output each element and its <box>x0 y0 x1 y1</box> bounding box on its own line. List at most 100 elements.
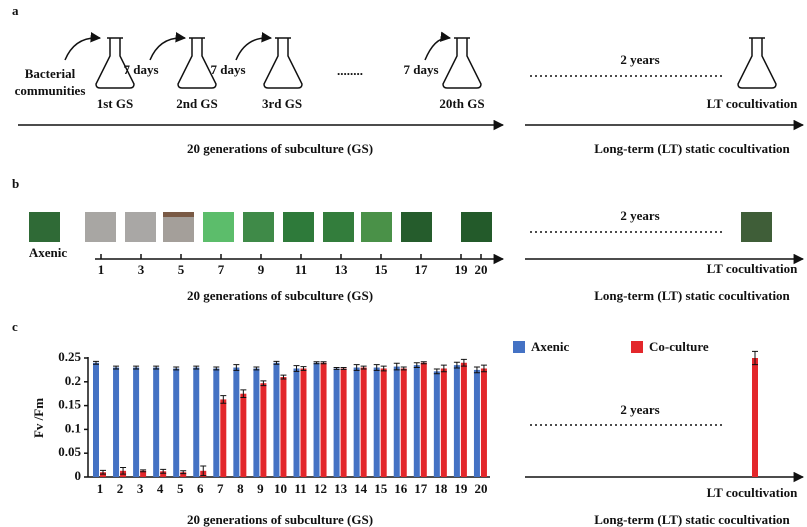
x-tick-label: 19 <box>454 481 468 496</box>
tick-label: 7 <box>218 262 225 277</box>
axis-label: Long-term (LT) static cocultivation <box>594 141 790 156</box>
x-tick-label: 7 <box>217 481 224 496</box>
y-tick-label: 0.15 <box>58 397 81 412</box>
interval-label: 7 days <box>123 62 158 77</box>
bar <box>413 365 420 477</box>
x-tick-label: 9 <box>257 481 264 496</box>
bar <box>313 362 320 477</box>
lt-label: LT cocultivation <box>707 485 798 500</box>
error-bar <box>320 361 327 365</box>
bar <box>460 362 467 477</box>
x-tick-label: 3 <box>137 481 144 496</box>
error-bar <box>293 365 300 372</box>
sample-label: Axenic <box>29 245 68 260</box>
error-bar <box>480 364 487 373</box>
bar <box>260 383 267 477</box>
bar <box>113 367 120 477</box>
error-bar <box>160 468 167 474</box>
bar <box>213 368 220 477</box>
photo <box>283 212 314 242</box>
error-bar <box>260 380 267 387</box>
bar <box>453 365 460 477</box>
error-bar <box>300 366 307 371</box>
tick-label: 19 <box>455 262 469 277</box>
error-bar <box>120 466 127 475</box>
x-tick-label: 2 <box>117 481 124 496</box>
flask-label: 20th GS <box>439 96 484 111</box>
bar <box>273 362 280 477</box>
x-tick-label: 13 <box>334 481 348 496</box>
bar <box>380 368 387 477</box>
error-bar <box>200 465 207 477</box>
curved-arrow <box>149 32 187 61</box>
error-bar <box>373 364 380 371</box>
error-bar <box>280 374 287 380</box>
error-bar <box>133 365 140 370</box>
photo <box>243 212 274 242</box>
curved-arrow <box>64 32 102 61</box>
error-bar <box>353 364 360 371</box>
x-tick-label: 16 <box>394 481 408 496</box>
tick-label: 9 <box>258 262 265 277</box>
error-bar <box>193 365 200 370</box>
x-tick-label: 11 <box>294 481 306 496</box>
bar <box>433 371 440 477</box>
curved-arrow <box>235 32 273 61</box>
ellipsis: ........ <box>337 63 363 78</box>
interval-label: 7 days <box>210 62 245 77</box>
bar <box>93 362 99 477</box>
bar <box>153 367 160 477</box>
error-bar <box>413 362 420 369</box>
error-bar <box>220 395 227 404</box>
error-bar <box>153 365 160 370</box>
bar <box>340 368 347 477</box>
axis-label: Long-term (LT) static cocultivation <box>594 288 790 303</box>
y-tick-label: 0.05 <box>58 444 81 459</box>
x-tick-label: 18 <box>434 481 448 496</box>
photo <box>741 212 772 242</box>
panel-label: c <box>12 319 18 334</box>
x-tick-label: 17 <box>414 481 428 496</box>
y-tick-label: 0 <box>75 468 82 483</box>
photo <box>361 212 392 242</box>
photo <box>29 212 60 242</box>
flask-label: 1st GS <box>97 96 133 111</box>
bar <box>133 367 140 477</box>
x-tick-label: 8 <box>237 481 244 496</box>
bar <box>180 472 187 477</box>
flask-label: 3rd GS <box>262 96 302 111</box>
error-bar <box>173 366 180 371</box>
x-tick-label: 10 <box>274 481 287 496</box>
bar <box>420 362 427 477</box>
tick-label: 13 <box>335 262 349 277</box>
bar <box>140 470 147 477</box>
source-label: communities <box>15 83 86 98</box>
x-tick-label: 6 <box>197 481 204 496</box>
error-bar <box>393 362 400 371</box>
x-tick-label: 12 <box>314 481 327 496</box>
error-bar <box>433 368 440 375</box>
error-bar <box>313 361 320 365</box>
y-tick-label: 0.2 <box>65 373 81 388</box>
bar <box>480 368 487 477</box>
tick-label: 3 <box>138 262 145 277</box>
x-tick-label: 5 <box>177 481 184 496</box>
flask <box>442 37 482 89</box>
photo <box>85 212 116 242</box>
x-tick-label: 14 <box>354 481 368 496</box>
bar <box>293 368 300 477</box>
photo <box>163 212 194 217</box>
bar <box>220 399 227 477</box>
x-tick-label: 20 <box>474 481 487 496</box>
photo <box>125 212 156 242</box>
error-bar <box>333 367 340 370</box>
error-bar <box>180 470 187 475</box>
source-label: Bacterial <box>25 66 76 81</box>
panel-label: a <box>12 3 19 18</box>
bar <box>353 367 360 477</box>
error-bar <box>440 364 447 373</box>
bar <box>173 368 180 477</box>
bar <box>300 368 307 477</box>
error-bar <box>113 365 120 370</box>
